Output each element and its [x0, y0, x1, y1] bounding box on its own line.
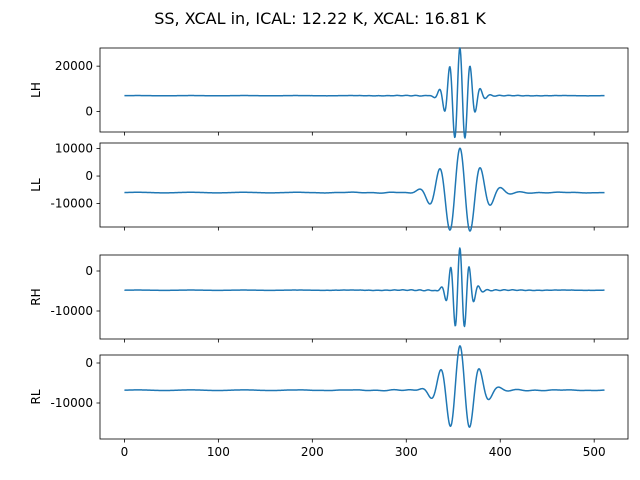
axes-frame	[99, 354, 629, 440]
y-axis-label: LL	[29, 178, 43, 192]
x-tick-label: 500	[583, 445, 606, 459]
axes-frame	[99, 47, 629, 133]
y-axis-label: RH	[29, 288, 43, 305]
y-tick-label: 0	[85, 264, 93, 278]
y-tick-label: -10000	[50, 197, 93, 211]
y-tick-label: 10000	[55, 142, 93, 156]
y-tick-label: 0	[85, 169, 93, 183]
axes-frame	[99, 142, 629, 228]
y-axis-label: RL	[29, 389, 43, 404]
y-tick-label: -10000	[50, 304, 93, 318]
x-tick-label: 100	[207, 445, 230, 459]
subplot-ll: -10000 0 10000 LL	[29, 142, 629, 232]
series-line-rl	[124, 345, 605, 428]
series-line-lh	[124, 47, 605, 139]
figure-title: SS, XCAL in, ICAL: 12.22 K, XCAL: 16.81 …	[154, 9, 486, 28]
x-tick-label: 300	[395, 445, 418, 459]
y-tick-label: -10000	[50, 396, 93, 410]
series-line-rh	[124, 247, 605, 328]
y-tick-label: 0	[85, 356, 93, 370]
series-line-ll	[124, 147, 605, 232]
subplot-rh: -10000 0 RH	[29, 247, 629, 343]
subplot-stack: 0 20000 LH -10000 0 10000 LL -10000 0 RH -10000 0 0 1…	[29, 47, 629, 459]
y-tick-label: 0	[85, 105, 93, 119]
x-tick-label: 400	[489, 445, 512, 459]
x-tick-label: 200	[301, 445, 324, 459]
y-tick-label: 20000	[55, 59, 93, 73]
subplot-rl: -10000 0 0 100 200 300 400 500 RL	[29, 345, 629, 459]
x-tick-label: 0	[121, 445, 129, 459]
y-axis-label: LH	[29, 82, 43, 98]
subplot-lh: 0 20000 LH	[29, 47, 629, 139]
axes-frame	[99, 254, 629, 340]
